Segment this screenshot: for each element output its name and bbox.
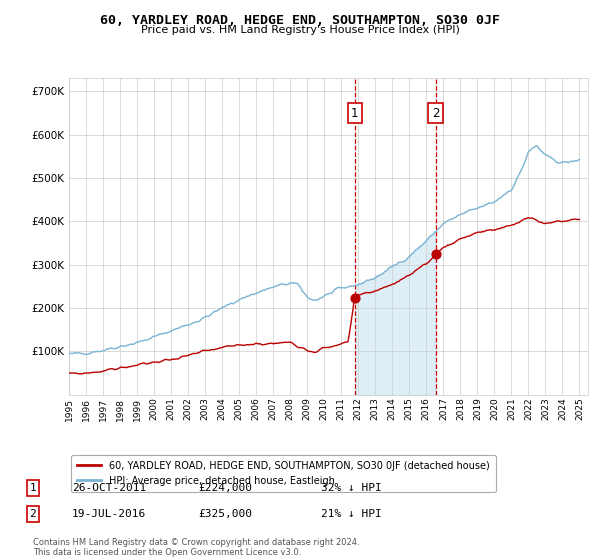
Text: 1: 1	[351, 106, 358, 120]
Text: 21% ↓ HPI: 21% ↓ HPI	[321, 509, 382, 519]
Text: Contains HM Land Registry data © Crown copyright and database right 2024.
This d: Contains HM Land Registry data © Crown c…	[33, 538, 359, 557]
Point	[350, 293, 359, 302]
Text: 2: 2	[29, 509, 37, 519]
Text: 1: 1	[29, 483, 37, 493]
Text: 32% ↓ HPI: 32% ↓ HPI	[321, 483, 382, 493]
Text: £325,000: £325,000	[198, 509, 252, 519]
Text: 19-JUL-2016: 19-JUL-2016	[72, 509, 146, 519]
Legend: 60, YARDLEY ROAD, HEDGE END, SOUTHAMPTON, SO30 0JF (detached house), HPI: Averag: 60, YARDLEY ROAD, HEDGE END, SOUTHAMPTON…	[71, 455, 496, 492]
Text: 26-OCT-2011: 26-OCT-2011	[72, 483, 146, 493]
Point	[431, 249, 440, 258]
Text: 2: 2	[432, 106, 439, 120]
Text: Price paid vs. HM Land Registry's House Price Index (HPI): Price paid vs. HM Land Registry's House …	[140, 25, 460, 35]
Text: 60, YARDLEY ROAD, HEDGE END, SOUTHAMPTON, SO30 0JF: 60, YARDLEY ROAD, HEDGE END, SOUTHAMPTON…	[100, 14, 500, 27]
Text: £224,000: £224,000	[198, 483, 252, 493]
